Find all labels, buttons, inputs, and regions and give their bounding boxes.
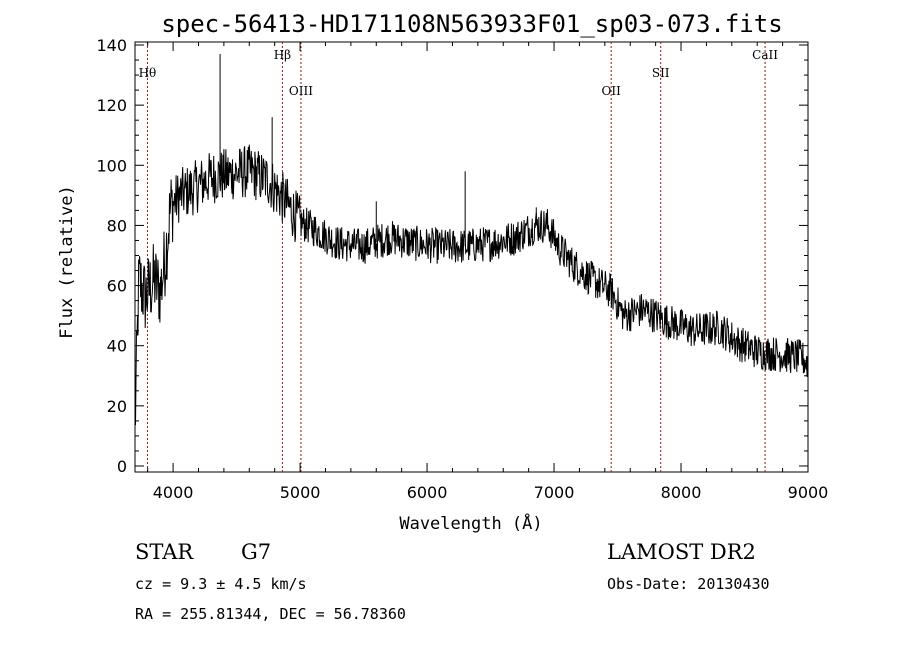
object-class: STAR <box>135 540 194 564</box>
line-marker-label: OII <box>602 84 622 98</box>
y-tick-label: 20 <box>107 397 127 416</box>
y-tick-label: 140 <box>96 36 127 55</box>
line-marker-label: SII <box>652 66 670 80</box>
redshift-cz: cz = 9.3 ± 4.5 km/s <box>135 575 307 593</box>
emission-line-markers: Hθ Hβ OIII OII SII CaII <box>139 42 778 472</box>
x-axis: 4000 5000 6000 7000 8000 9000 <box>147 42 829 502</box>
y-axis: 0 20 40 60 80 100 120 140 <box>96 36 808 476</box>
y-tick-label: 120 <box>96 96 127 115</box>
chart-title: spec-56413-HD171108N563933F01_sp03-073.f… <box>161 10 782 38</box>
y-tick-label: 40 <box>107 337 127 356</box>
plot-area: Hθ Hβ OIII OII SII CaII 4000 5000 6000 7000 8000 9… <box>96 36 828 502</box>
spectrum-line <box>134 144 809 426</box>
y-tick-label: 0 <box>117 457 127 476</box>
y-tick-label: 60 <box>107 277 127 296</box>
x-tick-label: 4000 <box>153 483 194 502</box>
line-marker-label: OIII <box>289 84 313 98</box>
line-marker-label: Hβ <box>274 48 291 62</box>
line-marker-label: CaII <box>752 48 778 62</box>
obs-date: Obs-Date: 20130430 <box>607 575 770 593</box>
x-tick-label: 6000 <box>407 483 448 502</box>
line-marker-label: Hθ <box>139 66 157 80</box>
survey-name: LAMOST DR2 <box>607 540 756 564</box>
spectrum-spikes <box>219 54 537 247</box>
x-tick-label: 9000 <box>788 483 829 502</box>
x-axis-label: Wavelength (Å) <box>399 512 542 534</box>
x-tick-label: 5000 <box>280 483 321 502</box>
subclass: G7 <box>241 540 271 564</box>
x-tick-label: 7000 <box>534 483 575 502</box>
y-axis-label: Flux (relative) <box>57 185 77 339</box>
y-tick-label: 100 <box>96 156 127 175</box>
x-tick-label: 8000 <box>661 483 702 502</box>
y-tick-label: 80 <box>107 216 127 235</box>
coordinates: RA = 255.81344, DEC = 56.78360 <box>135 605 406 623</box>
plot-frame <box>134 41 809 473</box>
